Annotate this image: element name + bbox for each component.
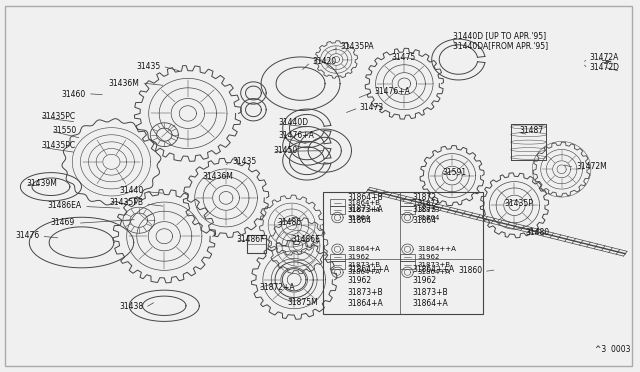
Text: 31486F: 31486F (237, 235, 266, 244)
Text: 31873+B: 31873+B (418, 262, 451, 268)
Text: 31469: 31469 (51, 218, 75, 227)
Text: 31864++A: 31864++A (347, 265, 389, 274)
Text: 31487: 31487 (519, 126, 543, 135)
Text: 31420: 31420 (312, 57, 336, 66)
Text: 31864+A: 31864+A (348, 246, 381, 252)
Text: 31873+B: 31873+B (413, 288, 448, 296)
Text: 31436M: 31436M (202, 172, 234, 181)
Bar (247, 235, 266, 253)
Text: 31864+A: 31864+A (347, 299, 383, 308)
Text: 31435: 31435 (232, 157, 257, 166)
Text: 31480: 31480 (525, 228, 549, 237)
Bar (330, 199, 345, 206)
Text: 31475: 31475 (392, 53, 416, 62)
Text: 31864: 31864 (347, 216, 371, 225)
Text: 31435PB: 31435PB (109, 198, 143, 207)
Text: 31436M: 31436M (108, 79, 139, 88)
Text: 31591: 31591 (442, 169, 467, 177)
Bar (400, 199, 415, 206)
Text: 31864+A: 31864+A (348, 269, 381, 275)
Text: 31864: 31864 (413, 216, 436, 225)
Text: 31486E: 31486E (292, 235, 321, 244)
Text: 31872: 31872 (418, 200, 440, 206)
Text: ^3  0003: ^3 0003 (595, 345, 631, 354)
Text: 31440D: 31440D (279, 118, 309, 127)
Text: 31873+B: 31873+B (347, 288, 383, 296)
Text: 31873: 31873 (413, 205, 436, 214)
Bar (330, 254, 345, 261)
Text: 31962: 31962 (348, 254, 370, 260)
Text: 31864+B: 31864+B (347, 193, 383, 202)
Text: 31873: 31873 (418, 207, 440, 213)
Bar (400, 206, 415, 214)
Text: 31962: 31962 (418, 254, 440, 260)
Text: 31486EA: 31486EA (47, 201, 81, 210)
Text: 31864+A: 31864+A (418, 269, 451, 275)
Text: 31873+B: 31873+B (348, 262, 381, 268)
Text: 31550: 31550 (52, 126, 76, 135)
Text: 31962: 31962 (347, 276, 371, 285)
Text: 31439M: 31439M (27, 179, 58, 187)
Bar (400, 261, 415, 269)
Text: 31476+A: 31476+A (279, 131, 315, 140)
Text: 31476: 31476 (15, 231, 40, 240)
Text: 31864++A: 31864++A (418, 246, 456, 252)
Text: 31440DA[FROM APR.'95]: 31440DA[FROM APR.'95] (453, 41, 548, 50)
Text: 31450: 31450 (274, 146, 298, 155)
Text: 31875M: 31875M (288, 298, 319, 307)
Text: 31860: 31860 (458, 266, 483, 275)
Text: 31472A: 31472A (589, 53, 618, 62)
Text: 31460: 31460 (61, 90, 86, 99)
Text: 31486: 31486 (277, 218, 301, 227)
Text: 31438: 31438 (119, 302, 143, 311)
Bar (323, 192, 483, 314)
Text: 31864+A: 31864+A (413, 299, 449, 308)
Text: 31435PC: 31435PC (42, 141, 76, 150)
Text: 31435: 31435 (136, 62, 161, 71)
Text: 31440D [UP TO APR.'95]: 31440D [UP TO APR.'95] (453, 31, 547, 40)
Text: 31864: 31864 (418, 215, 440, 221)
Text: 31435PC: 31435PC (42, 112, 76, 121)
Text: 31435P: 31435P (504, 199, 533, 208)
Text: 31872+A: 31872+A (260, 283, 296, 292)
Bar (330, 206, 345, 214)
Text: 31873+A: 31873+A (347, 205, 383, 214)
Bar (330, 261, 345, 269)
Text: 31962: 31962 (413, 276, 436, 285)
Text: 31440: 31440 (119, 186, 143, 195)
Text: 31864: 31864 (348, 215, 370, 221)
Text: 31864+B: 31864+B (348, 200, 381, 206)
Text: 31472D: 31472D (589, 63, 619, 72)
Text: 31872: 31872 (413, 193, 436, 202)
Bar (400, 254, 415, 261)
Text: 31864++A: 31864++A (413, 265, 455, 274)
Text: 31435PA: 31435PA (340, 42, 374, 51)
Text: 31873+A: 31873+A (348, 207, 381, 213)
Text: 31473: 31473 (360, 103, 384, 112)
Text: 31472M: 31472M (576, 162, 607, 171)
Text: 31476+A: 31476+A (374, 87, 410, 96)
